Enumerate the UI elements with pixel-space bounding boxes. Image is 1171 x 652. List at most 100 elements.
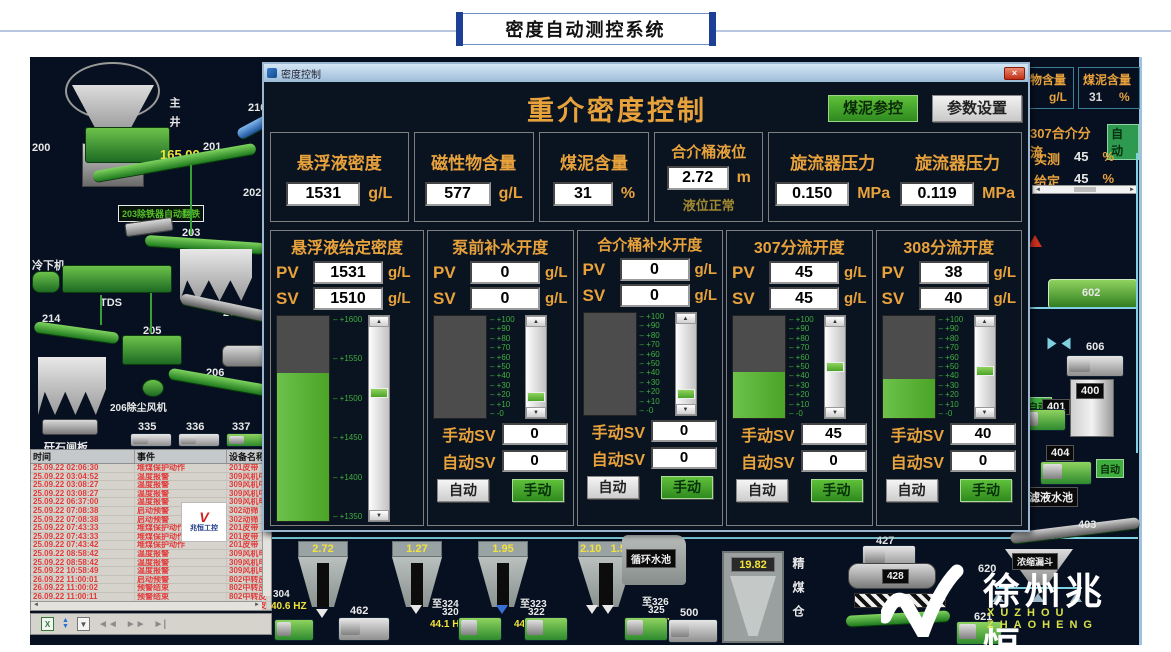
crusher-200 (85, 127, 170, 163)
valve-icon (316, 609, 328, 618)
gangue-hopper (38, 357, 106, 415)
save-icon[interactable]: ▼ (76, 617, 90, 631)
setpoint-slider[interactable]: ▲ ▼ (674, 312, 697, 416)
pv-field[interactable]: 45 (769, 261, 839, 284)
slider-thumb[interactable] (826, 362, 844, 372)
sv-field[interactable]: 45 (769, 287, 839, 310)
auto-button[interactable]: 自动 (736, 479, 788, 502)
tick-label: +40 (640, 369, 672, 377)
sv-field[interactable]: 0 (470, 287, 540, 310)
tick-label: +80 (939, 334, 971, 343)
tick-label: +1350 (333, 512, 365, 521)
pressure1-field[interactable]: 0.150 (775, 181, 850, 206)
export-icon[interactable]: X (41, 617, 54, 631)
pv-field[interactable]: 0 (619, 258, 690, 281)
pv-field[interactable]: 38 (918, 261, 989, 284)
tick-label: +20 (640, 388, 672, 396)
scroll-right-icon[interactable]: ► (254, 602, 260, 608)
p620-label: 620 (978, 563, 997, 575)
slider-down-icon[interactable]: ▼ (526, 407, 546, 418)
table-row: 25.09.22 07:08:38 启动预警 302动筛 (31, 515, 271, 525)
slider-up-icon[interactable]: ▲ (369, 316, 389, 327)
density-field[interactable]: 1531 (286, 181, 361, 206)
auto-sv-field[interactable]: 0 (501, 450, 568, 472)
event-hscrollbar[interactable]: ◄ ► (31, 601, 262, 610)
pv-field[interactable]: 0 (470, 261, 540, 284)
dust-fan-icon (142, 379, 164, 397)
setpoint-slider[interactable]: ▲ ▼ (525, 315, 547, 419)
setpoint-slider[interactable]: ▲ ▼ (824, 315, 846, 419)
slider-down-icon[interactable]: ▼ (369, 510, 389, 521)
dialog-titlebar[interactable]: 密度控制 × (264, 64, 1028, 82)
density-box: 悬浮液密度 1531 g/L (270, 132, 409, 222)
sv-field[interactable]: 40 (918, 287, 989, 310)
page-prev-icon[interactable]: ◄◄ (97, 618, 118, 630)
manual-button[interactable]: 手动 (810, 479, 863, 502)
pressure2-field[interactable]: 0.119 (900, 181, 975, 206)
scroll-right-icon[interactable]: ► (1129, 186, 1135, 193)
to324-label: 至324 (432, 599, 459, 610)
scroll-left-icon[interactable]: ◄ (33, 602, 39, 608)
sv-field[interactable]: 1510 (313, 287, 383, 310)
auto-sv-field[interactable]: 0 (800, 450, 867, 472)
slider-up-icon[interactable]: ▲ (825, 316, 845, 327)
table-cell: 启动预警 (135, 575, 227, 584)
table-row: 25.09.22 03:08:27温度报警309风机中轴 (31, 489, 271, 499)
manual-sv-field[interactable]: 45 (800, 423, 867, 445)
logo-v-icon (881, 564, 964, 637)
settings-button[interactable]: 参数设置 (931, 94, 1022, 122)
setpoint-slider[interactable]: ▲ ▼ (368, 315, 390, 522)
slime-field[interactable]: 31 (552, 181, 613, 206)
event-table-body: 25.09.22 02:06:30 堆煤保护动作 201皮带 25.09.22 03:… (31, 464, 271, 610)
slider-up-icon[interactable]: ▲ (974, 316, 995, 327)
slime-control-button[interactable]: 煤泥参控 (827, 94, 918, 122)
slime-content-box: 煤泥含量 31 % (538, 132, 650, 222)
flow-line (100, 295, 102, 325)
valve-icon (1047, 337, 1057, 350)
manual-button[interactable]: 手动 (511, 479, 564, 502)
dialog-title: 重介密度控制 (526, 95, 707, 126)
slider-thumb[interactable] (527, 391, 545, 402)
manual-sv-field[interactable]: 0 (651, 420, 717, 442)
table-row: 26.09.22 11:00:01启动预警802中转皮带 (31, 575, 271, 585)
auto-sv-field[interactable]: 0 (651, 447, 717, 469)
pump-304 (274, 619, 314, 641)
slider-thumb[interactable] (370, 388, 388, 399)
close-button[interactable]: × (1004, 66, 1025, 80)
tank2-level: 1.27 (406, 543, 428, 555)
slider-down-icon[interactable]: ▼ (974, 407, 995, 418)
flow-307-mode-toggle[interactable]: 自动 (1107, 124, 1139, 160)
auto-sv-field[interactable]: 0 (950, 450, 1016, 472)
measured-label: 实测 (1034, 152, 1061, 167)
setpoint-slider[interactable]: ▲ ▼ (973, 315, 996, 419)
slider-thumb[interactable] (676, 388, 695, 399)
slider-up-icon[interactable]: ▲ (675, 313, 696, 324)
slime-value: 31 (1089, 90, 1103, 104)
p403-label: 403 (1078, 519, 1097, 531)
right-panel-scrollbar[interactable]: ◄ ► (1032, 185, 1138, 194)
manual-sv-field[interactable]: 40 (950, 423, 1016, 445)
tick-label: +100 (789, 316, 821, 324)
auto-button[interactable]: 自动 (437, 479, 489, 502)
sv-field[interactable]: 0 (619, 284, 690, 307)
table-cell: 201皮带 (227, 541, 267, 549)
magnetic-field[interactable]: 577 (424, 181, 491, 206)
level-field[interactable]: 2.72 (666, 165, 729, 190)
scroll-left-icon[interactable]: ◄ (1035, 186, 1041, 193)
slider-up-icon[interactable]: ▲ (526, 316, 546, 327)
page-next-icon[interactable]: ►► (125, 618, 146, 630)
slider-down-icon[interactable]: ▼ (825, 407, 845, 418)
pv-field[interactable]: 1531 (313, 261, 383, 284)
manual-button[interactable]: 手动 (661, 476, 713, 499)
auto-button[interactable]: 自动 (586, 476, 639, 499)
scroll-thumb[interactable] (1074, 187, 1096, 192)
tick-label: +100 (939, 316, 971, 324)
manual-button[interactable]: 手动 (960, 479, 1012, 502)
manual-sv-field[interactable]: 0 (501, 423, 568, 445)
slider-down-icon[interactable]: ▼ (675, 404, 696, 415)
slider-thumb[interactable] (975, 365, 994, 376)
page-last-icon[interactable]: ►| (153, 618, 167, 630)
auto-button[interactable]: 自动 (885, 479, 938, 502)
sort-icon[interactable]: ▲ ▼ (62, 617, 69, 630)
table-cell: 预警结束 (135, 592, 227, 601)
